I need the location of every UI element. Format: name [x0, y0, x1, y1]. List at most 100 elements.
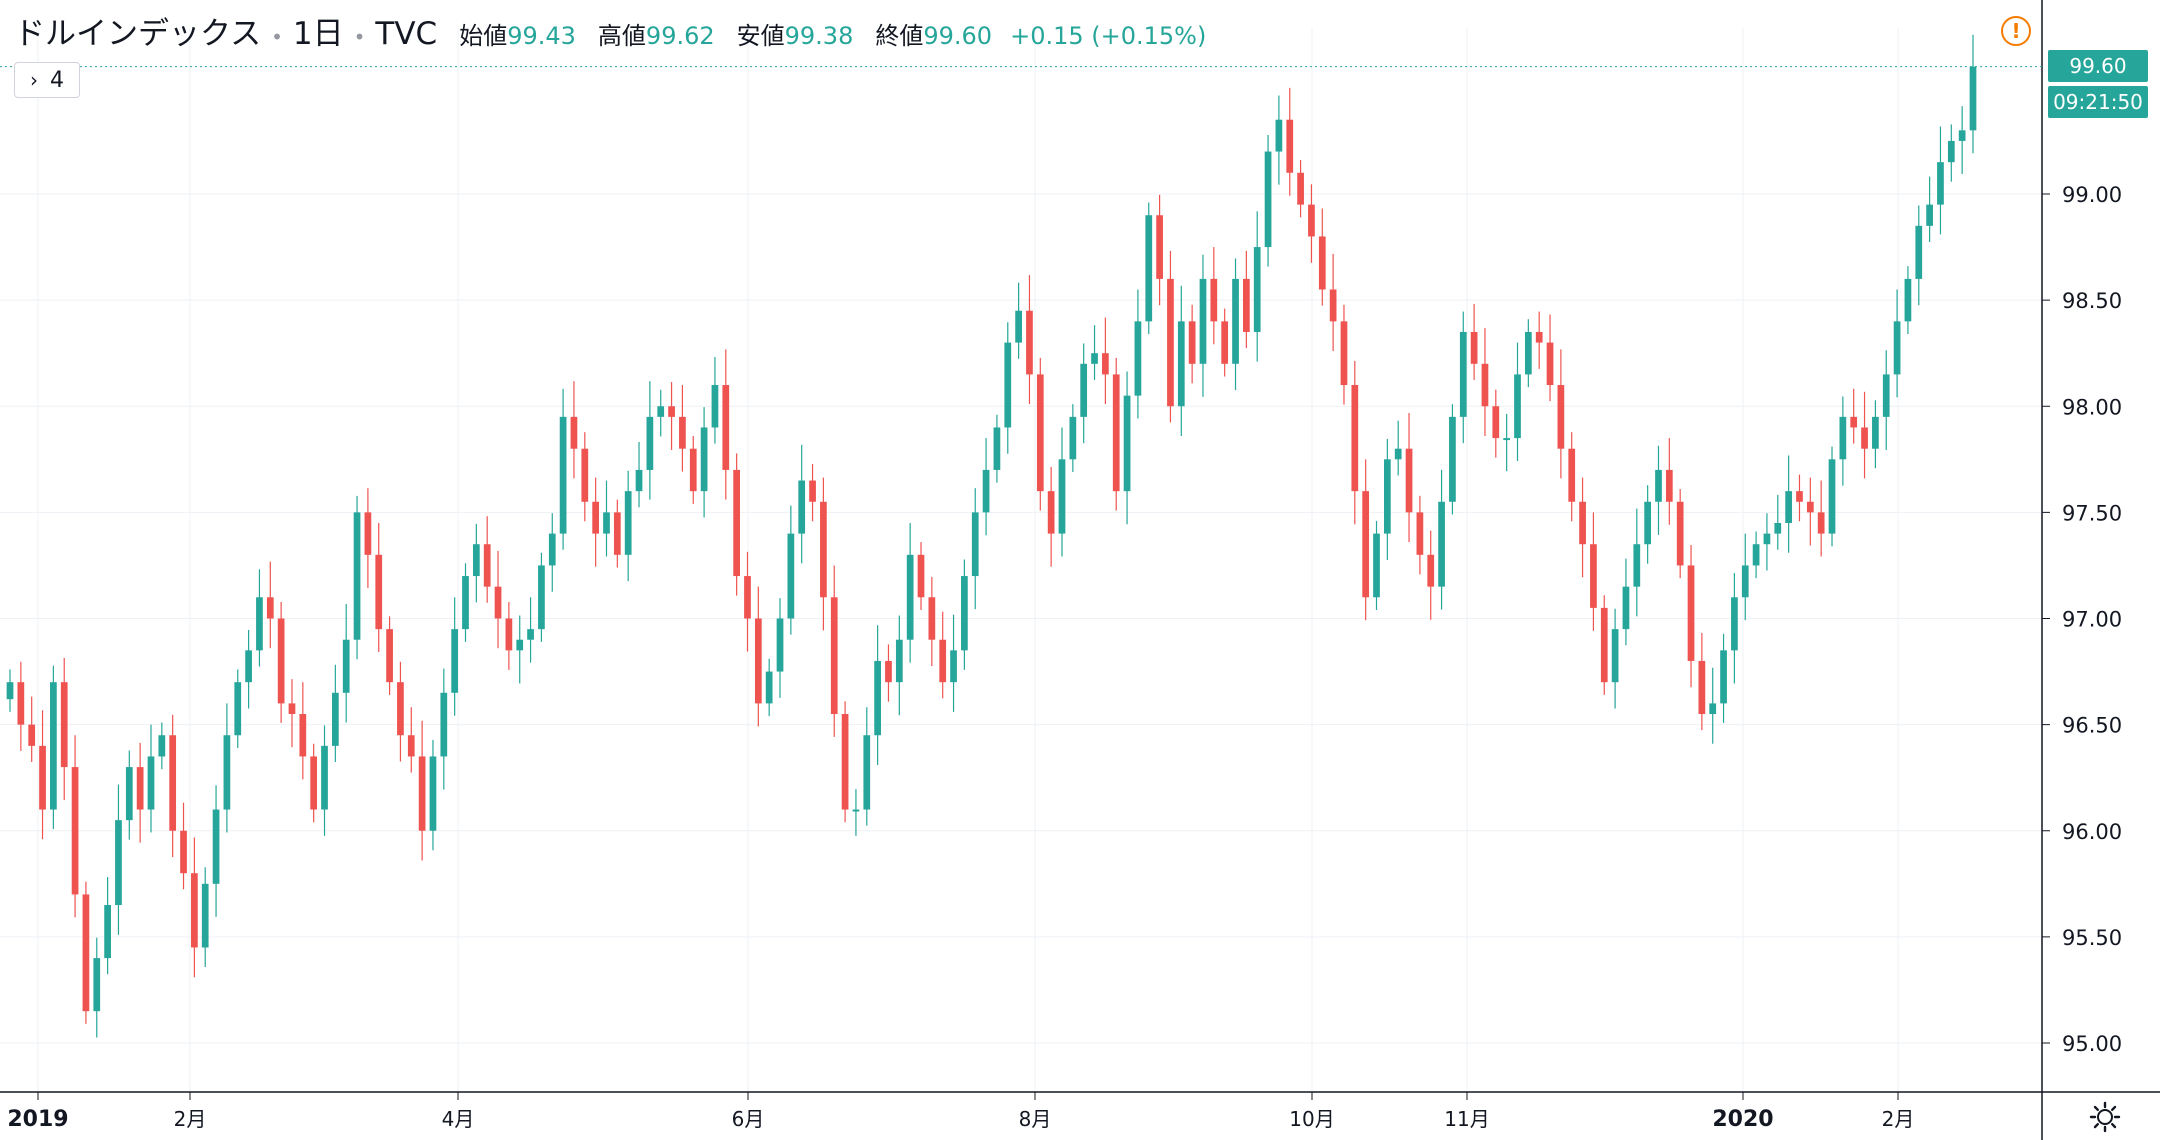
candle-up — [256, 597, 263, 651]
candle-up — [201, 883, 209, 948]
candle-up — [125, 767, 133, 821]
candle-down — [1557, 385, 1565, 449]
candle-down — [1817, 512, 1825, 534]
candle-down — [1698, 660, 1706, 715]
candle-up — [1709, 703, 1717, 715]
candle-down — [28, 724, 36, 746]
candle-down — [613, 512, 621, 555]
x-tick-label: 4月 — [442, 1107, 475, 1131]
gear-icon[interactable] — [2088, 1100, 2122, 1134]
candle-up — [874, 660, 881, 736]
candle-up — [1058, 459, 1066, 534]
candle-down — [397, 682, 404, 736]
candle-up — [104, 905, 111, 959]
candle-down — [733, 469, 740, 577]
candle-down — [1481, 363, 1489, 407]
x-tick-label: 11月 — [1444, 1107, 1489, 1131]
indicator-count: 4 — [50, 67, 64, 93]
candle-down — [375, 554, 383, 630]
candle-up — [776, 618, 784, 672]
alert-icon[interactable]: ! — [2001, 16, 2031, 46]
candle-up — [1177, 321, 1185, 407]
candle-down — [82, 894, 90, 1012]
candle-up — [50, 682, 57, 810]
candle-down — [668, 406, 675, 417]
candle-up — [1449, 416, 1456, 502]
candle-down — [1221, 321, 1229, 364]
candle-up — [1145, 215, 1153, 322]
candle-up — [158, 735, 166, 757]
candle-up — [1253, 247, 1261, 332]
candle-down — [1470, 331, 1478, 364]
y-tick-label: 95.50 — [2062, 926, 2122, 950]
candle-down — [885, 660, 892, 683]
candle-down — [1156, 215, 1163, 279]
candle-up — [635, 469, 643, 492]
candle-down — [1535, 331, 1543, 343]
interval-label[interactable]: 1日 — [292, 16, 344, 52]
candle-down — [1579, 501, 1586, 545]
low-value: 99.38 — [784, 22, 854, 50]
candle-up — [603, 512, 610, 534]
candle-down — [1362, 491, 1370, 598]
candle-up — [1394, 448, 1402, 460]
candle-down — [754, 618, 762, 704]
candle-up — [1015, 310, 1022, 343]
y-tick-label: 97.50 — [2062, 501, 2122, 525]
candle-up — [1904, 278, 1912, 322]
candle-up — [559, 416, 567, 534]
candle-down — [581, 448, 589, 502]
candle-up — [1763, 533, 1771, 545]
candle-up — [548, 533, 556, 566]
candle-down — [1308, 204, 1315, 237]
candle-down — [1188, 321, 1196, 364]
candle-up — [906, 554, 914, 640]
candle-up — [1937, 162, 1944, 205]
candle-down — [494, 586, 502, 619]
candle-down — [310, 756, 318, 810]
candle-down — [1112, 374, 1120, 492]
candle-up — [440, 692, 448, 757]
candle-up — [711, 385, 719, 428]
candle-down — [1340, 321, 1348, 386]
high-value: 99.62 — [645, 22, 715, 50]
candle-down — [364, 512, 372, 555]
candle-down — [1687, 565, 1695, 661]
candle-up — [765, 671, 773, 704]
candle-down — [1806, 501, 1814, 513]
candle-down — [1492, 406, 1500, 439]
candle-down — [830, 597, 838, 715]
candle-down — [679, 416, 686, 449]
candle-down — [1796, 491, 1803, 502]
candle-down — [570, 416, 578, 449]
source-label: TVC — [375, 16, 438, 52]
candle-up — [1091, 353, 1098, 364]
symbol-name[interactable]: ドルインデックス — [14, 16, 262, 52]
candle-up — [212, 809, 220, 884]
candle-up — [1839, 416, 1847, 460]
candle-up — [1958, 130, 1966, 141]
candle-down — [299, 714, 307, 757]
indicators-collapse-button[interactable]: › 4 — [14, 62, 80, 98]
candle-down — [1861, 427, 1868, 449]
candle-up — [1828, 459, 1836, 534]
candle-up — [1872, 416, 1879, 449]
candle-up — [472, 544, 480, 577]
candle-up — [6, 682, 14, 700]
candle-down — [266, 597, 274, 619]
y-tick-label: 98.00 — [2062, 395, 2122, 419]
candle-up — [1893, 321, 1901, 375]
chart-legend-header: ドルインデックス • 1日 • TVC 始値 99.43 高値 99.62 安値… — [14, 8, 1206, 52]
x-tick-label: 2019 — [7, 1107, 68, 1132]
candle-down — [17, 682, 25, 725]
candle-up — [1915, 225, 1923, 279]
close-value: 99.60 — [923, 22, 993, 50]
candle-down — [1243, 278, 1250, 332]
candle-up — [1503, 438, 1511, 441]
candle-up — [852, 809, 860, 812]
candle-down — [386, 629, 393, 683]
candle-up — [1969, 66, 1977, 131]
candle-up — [1926, 204, 1933, 226]
